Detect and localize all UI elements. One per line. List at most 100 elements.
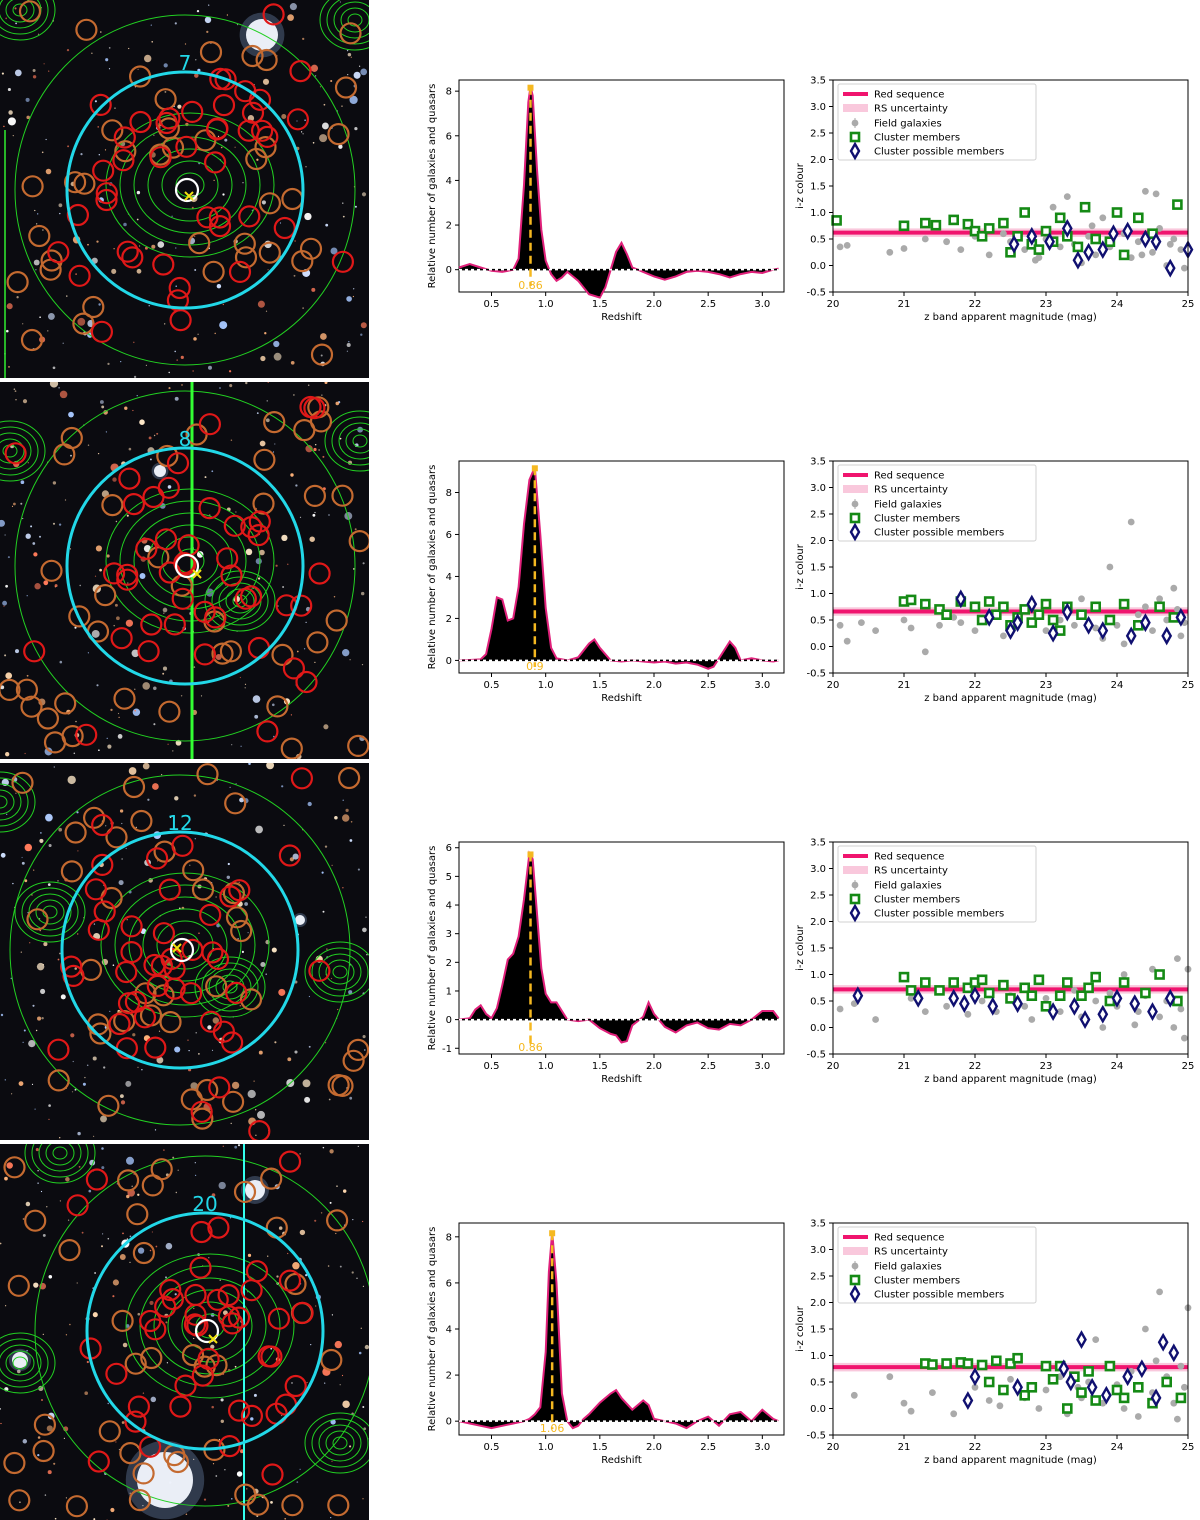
star [227,862,230,866]
star [290,714,293,716]
field-galaxy-point [1181,1034,1188,1042]
star [360,322,367,329]
member-circle [152,922,175,945]
star [357,1145,359,1147]
cluster-member-point [998,1384,1009,1396]
member-circle [154,528,178,551]
candidate-circle [347,734,369,757]
star [341,1374,344,1377]
star [111,268,117,274]
star [204,16,212,24]
candidate-circle [101,119,124,142]
candidate-circle [234,246,258,269]
side-contour [332,1436,348,1450]
candidate-circle [225,906,249,929]
star [132,708,141,716]
star [299,1468,301,1470]
side-contour [0,789,15,815]
side-contour [326,0,369,45]
member-circle [256,125,279,148]
legend-label: Cluster members [874,133,960,144]
star [34,209,36,212]
star [67,145,70,148]
star [15,22,17,25]
star [328,1098,331,1101]
x-tick-label: 1.0 [538,299,554,310]
star [47,883,51,886]
candidate-circle [306,631,329,654]
star [119,809,124,813]
candidate-circle [255,48,278,72]
x-tick-label: 2.0 [646,1061,662,1072]
star [246,1488,248,1490]
member-circle [303,397,326,420]
star [272,451,275,453]
star [318,449,320,451]
y-tick-label: 1.5 [810,944,826,955]
cluster-member-point [976,1359,988,1371]
field-galaxy-point [978,997,986,1005]
y-tick-label: 1 [446,986,452,997]
star [264,332,267,335]
field-galaxy-point [1177,632,1185,640]
cluster-member-point [990,1355,1002,1367]
member-circle [87,1450,110,1473]
legend-box [837,845,1037,923]
star [121,822,123,825]
y-tick-label: 3.0 [810,864,826,875]
star [363,1049,366,1051]
star [35,1148,39,1152]
x-tick-label: 24 [1111,680,1124,691]
star [136,190,141,195]
field-galaxy-point [1071,621,1078,629]
density-contour [105,112,275,258]
star [37,213,39,215]
candidate-circle [252,492,275,515]
cluster-member-point [941,1358,952,1369]
member-circle [117,992,141,1015]
possible-member-point [987,996,999,1016]
candidate-circle [260,1167,283,1190]
field-galaxy-point [1092,1336,1100,1343]
field-galaxy-point [1042,627,1050,634]
field-galaxy-point [1042,995,1050,1002]
star [112,1279,119,1286]
star [163,612,165,614]
x-tick-label: 2.5 [700,680,716,691]
star [362,927,367,933]
legend-label: Red sequence [874,1233,944,1244]
member-circle [47,1038,70,1061]
member-circle [95,182,118,205]
star [92,1056,97,1061]
star [313,447,317,452]
field-galaxy-point [850,1000,858,1007]
star [296,120,298,122]
star [348,990,353,995]
member-circle [146,974,169,998]
star [305,166,307,168]
star [196,551,204,558]
member-circle [204,606,227,629]
candidate-circle [105,826,128,849]
star [219,1279,221,1281]
star [239,1005,241,1007]
member-circle [89,93,112,117]
star [121,858,123,860]
y-tick-label: 3.0 [810,102,826,113]
cluster-member-point [1047,1374,1059,1385]
star [36,962,45,971]
side-contour [14,881,86,943]
candidate-circle [141,1174,164,1197]
star [362,1498,364,1500]
star [323,103,326,106]
star [339,1265,342,1268]
star [37,1182,39,1184]
star [149,1249,152,1252]
star [222,303,224,306]
star [361,663,364,666]
star [193,794,197,797]
member-circle [112,149,135,172]
density-contour [125,1253,295,1399]
star [31,894,33,896]
redshift-histogram: 0.86 0.5 1.0 1.5 2.0 2.5 3.0 0 2 4 6 8 Redshift Relat… [427,79,785,323]
